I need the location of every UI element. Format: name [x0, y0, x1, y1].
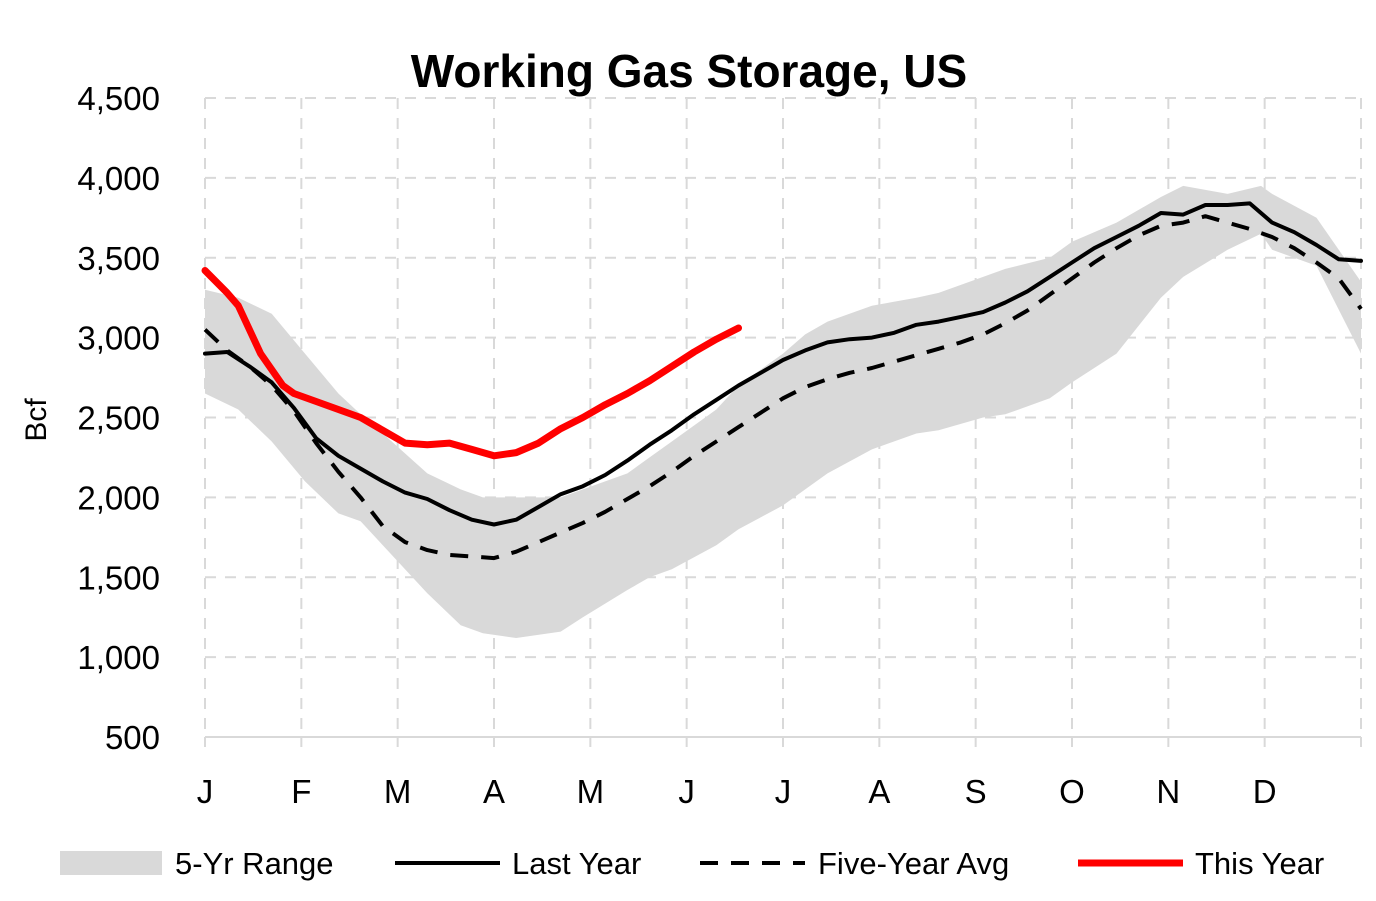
legend-label-this-year: This Year — [1195, 846, 1324, 881]
series-line-last-year — [203, 201, 1363, 527]
series-line-five-year-avg — [203, 214, 1363, 561]
y-tick-label: 1,500 — [77, 559, 160, 596]
y-tick-label: 4,000 — [77, 160, 160, 197]
y-tick-label: 2,500 — [77, 400, 160, 437]
legend-label-5-yr-range: 5-Yr Range — [175, 846, 334, 881]
y-tick-label: 1,000 — [77, 639, 160, 676]
x-tick-label: N — [1156, 773, 1180, 810]
x-tick-label: J — [197, 773, 214, 810]
y-tick-label: 3,500 — [77, 240, 160, 277]
legend-label-five-year-avg: Five-Year Avg — [818, 846, 1009, 881]
range-layer — [205, 185, 1361, 638]
y-tick-label: 3,000 — [77, 320, 160, 357]
x-tick-label: F — [291, 773, 311, 810]
series-layer — [201, 201, 1363, 561]
series-line-this-year — [201, 267, 742, 460]
x-tick-label: O — [1059, 773, 1085, 810]
legend-label-last-year: Last Year — [512, 846, 641, 881]
range-band — [205, 185, 1361, 638]
legend-swatch-5-yr-range — [60, 851, 162, 875]
legend: 5-Yr Range Last Year Five-Year Avg This Yea… — [60, 846, 1324, 881]
y-tick-label: 500 — [105, 719, 160, 756]
y-axis-label: Bcf — [20, 398, 53, 442]
x-tick-label: A — [868, 773, 890, 810]
y-tick-label: 4,500 — [77, 80, 160, 117]
x-tick-label: M — [577, 773, 605, 810]
x-tick-label: J — [678, 773, 695, 810]
chart-title: Working Gas Storage, US — [411, 45, 967, 97]
x-tick-label: J — [775, 773, 792, 810]
x-tick-label: M — [384, 773, 412, 810]
x-tick-label: A — [483, 773, 505, 810]
y-tick-label: 2,000 — [77, 479, 160, 516]
axis-layer: 500 1,000 1,500 2,000 2,500 3,000 3,500 4,000 4,… — [77, 80, 1362, 810]
x-tick-label: S — [965, 773, 987, 810]
x-tick-label: D — [1253, 773, 1277, 810]
